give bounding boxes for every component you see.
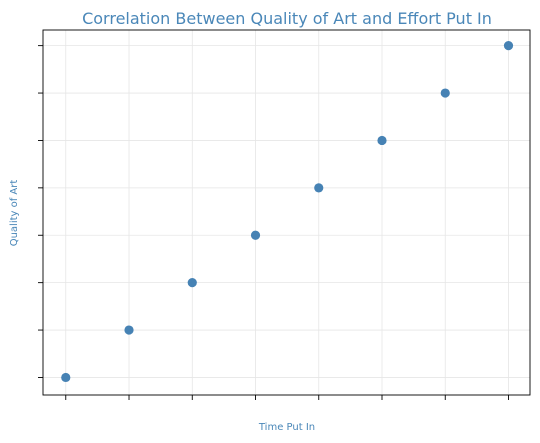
grid-lines — [43, 30, 530, 395]
data-point — [440, 88, 450, 98]
data-point — [314, 183, 324, 193]
plot-frame — [42, 29, 531, 396]
data-points — [61, 41, 514, 383]
data-point — [503, 41, 514, 51]
data-point — [61, 372, 71, 383]
chart-title: Correlation Between Quality of Art and E… — [82, 9, 492, 28]
data-point — [187, 278, 197, 288]
data-point — [377, 135, 387, 146]
y-axis-label: Quality of Art — [9, 180, 20, 247]
data-point — [250, 230, 261, 240]
x-axis-label: Time Put In — [258, 422, 315, 433]
axis-ticks — [38, 45, 509, 400]
data-point — [124, 325, 134, 335]
